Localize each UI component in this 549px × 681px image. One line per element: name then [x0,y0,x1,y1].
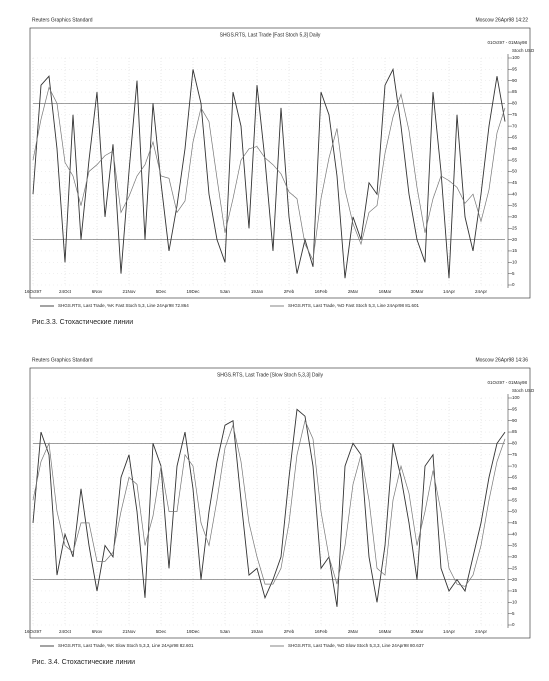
x-tick-label: 14Apr [443,629,456,634]
x-tick-label: 5Dec [156,289,167,294]
y-tick-label: 85 [512,89,518,94]
y-tick-label: 20 [512,237,518,242]
y-tick-label: 55 [512,497,518,502]
y-tick-label: 95 [512,67,518,72]
y-tick-label: 95 [512,407,518,412]
y-tick-label: 45 [512,180,518,185]
legend-label: SHGS.RTS, Last Trade, %D Slow Stoch 5,3,… [288,643,424,648]
caption: Рис.3.3. Стохастические линии [32,319,133,326]
x-tick-label: 16Oct97 [24,289,42,294]
x-tick-label: 16Oct97 [24,629,42,634]
chart-title: SHGS.RTS, Last Trade [Fast Stoch 5,3] Da… [220,32,321,38]
y-tick-label: 25 [512,225,518,230]
y-tick-label: 60 [512,146,518,151]
y-tick-label: 20 [512,577,518,582]
x-tick-label: 30Mar [411,629,424,634]
x-tick-label: 24Apr [475,629,488,634]
x-tick-label: 24Apr [475,289,488,294]
y-tick-label: 15 [512,248,518,253]
y-tick-label: 10 [512,599,518,604]
y-tick-label: 90 [512,78,518,83]
x-tick-label: 2Feb [284,629,295,634]
y-tick-label: 85 [512,429,518,434]
timestamp: Moscow 26Apr98 14:22 [475,17,528,23]
x-tick-label: 5Jan [220,289,230,294]
source: Reuters Graphics Standard [32,17,93,23]
series-line [32,67,506,279]
y-tick-label: 100 [512,395,520,400]
x-tick-label: 19Jan [251,289,264,294]
y-tick-label: 25 [512,565,518,570]
timestamp: Moscow 26Apr98 14:36 [475,357,528,363]
x-tick-label: 21Nov [122,629,136,634]
y-tick-label: 60 [512,486,518,491]
axis-label: Stoch USD [512,388,535,393]
y-tick-label: 80 [512,441,518,446]
y-tick-label: 45 [512,520,518,525]
y-tick-label: 55 [512,157,518,162]
y-tick-label: 30 [512,214,518,219]
x-tick-label: 5Jan [220,629,230,634]
y-tick-label: 35 [512,203,518,208]
series-line [32,86,506,262]
x-tick-label: 16Feb [315,629,328,634]
y-tick-label: 70 [512,123,518,128]
frame [29,367,531,639]
axis-label: Stoch USD [512,48,535,53]
series-line [32,408,506,607]
legend-label: SHGS.RTS, Last Trade, %K Slow Stoch 5,3,… [58,643,194,648]
y-tick-label: 90 [512,418,518,423]
y-tick-label: 35 [512,543,518,548]
y-tick-label: 100 [512,55,520,60]
legend-label: SHGS.RTS, Last Trade, %D Fast Stoch 5,3,… [288,303,419,308]
y-tick-label: 15 [512,588,518,593]
y-tick-label: 30 [512,554,518,559]
x-tick-label: 19Dec [186,289,200,294]
x-tick-label: 14Apr [443,289,456,294]
legend-label: SHGS.RTS, Last Trade, %K Fast Stoch 5,3,… [58,303,189,308]
date-range: 01Oct97 - 01May98 [487,40,527,45]
y-tick-label: 70 [512,463,518,468]
x-tick-label: 21Nov [122,289,136,294]
y-tick-label: 50 [512,169,518,174]
x-tick-label: 16Feb [315,289,328,294]
x-tick-label: 19Dec [186,629,200,634]
y-tick-label: 0 [512,282,515,287]
x-tick-label: 6Nov [92,289,103,294]
x-tick-label: 30Mar [411,289,424,294]
y-tick-label: 0 [512,622,515,627]
series-line [32,419,506,587]
y-tick-label: 5 [512,271,515,276]
date-range: 01Oct97 - 01May98 [487,380,527,385]
y-tick-label: 5 [512,611,515,616]
y-tick-label: 40 [512,531,518,536]
y-tick-label: 80 [512,101,518,106]
y-tick-label: 10 [512,259,518,264]
x-tick-label: 16Mar [379,289,392,294]
x-tick-label: 2Feb [284,289,295,294]
caption: Рис. 3.4. Стохастические линии [32,659,135,666]
y-tick-label: 40 [512,191,518,196]
x-tick-label: 24Oct [59,629,72,634]
y-tick-label: 65 [512,475,518,480]
x-tick-label: 2Mar [348,629,359,634]
y-tick-label: 50 [512,509,518,514]
x-tick-label: 16Mar [379,629,392,634]
x-tick-label: 5Dec [156,629,167,634]
y-tick-label: 75 [512,112,518,117]
x-tick-label: 19Jan [251,629,264,634]
x-tick-label: 2Mar [348,289,359,294]
frame [29,27,531,299]
y-tick-label: 65 [512,135,518,140]
chart-title: SHGS.RTS, Last Trade [Slow Stoch 5,3,3] … [217,372,324,378]
x-tick-label: 24Oct [59,289,72,294]
x-tick-label: 6Nov [92,629,103,634]
y-tick-label: 75 [512,452,518,457]
source: Reuters Graphics Standard [32,357,93,363]
